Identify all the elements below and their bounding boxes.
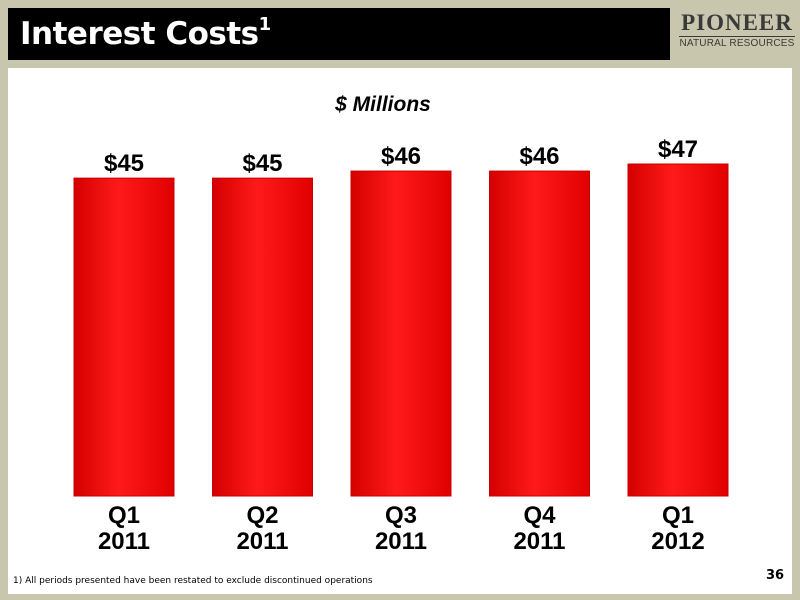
x-tick-label-year: 2011: [98, 528, 150, 555]
title-footnote-marker: 1: [258, 14, 272, 35]
logo-subtitle: NATURAL RESOURCES: [678, 36, 796, 49]
x-tick-label-year: 2011: [513, 528, 565, 555]
slide-title: Interest Costs1: [20, 14, 272, 52]
x-tick-label-year: 2011: [236, 528, 288, 555]
slide-title-text: Interest Costs: [20, 16, 259, 52]
x-tick-label-quarter: Q1: [662, 502, 694, 529]
bar: [73, 177, 175, 497]
bar-value-label: $45: [104, 150, 144, 177]
x-tick-label-quarter: Q2: [246, 502, 278, 529]
bar-value-label: $47: [658, 136, 698, 163]
bar-value-label: $46: [381, 143, 421, 170]
bar-value-label: $45: [242, 150, 282, 177]
chart-panel: $ Millions $45 Q1 2011 $45 Q2 2011 $46 Q3 2011 $46…: [8, 68, 792, 594]
logo-wordmark: PIONEER: [681, 10, 793, 35]
chart-subtitle: $ Millions: [334, 93, 431, 116]
x-tick-label-year: 2011: [375, 528, 427, 555]
pioneer-logo: PIONEER NATURAL RESOURCES: [678, 10, 796, 60]
page-number: 36: [766, 568, 785, 583]
footnote: 1) All periods presented have been resta…: [13, 576, 373, 586]
x-tick-label-quarter: Q4: [523, 502, 556, 529]
bar-value-label: $46: [519, 143, 559, 170]
interest-costs-chart: $ Millions$45Q12011$45Q22011$46Q32011$46…: [73, 93, 729, 555]
x-tick-label-quarter: Q1: [108, 502, 140, 529]
title-bar: Interest Costs1: [8, 8, 670, 60]
logo-subtitle-text: NATURAL RESOURCES: [679, 36, 795, 49]
bar: [489, 170, 590, 497]
bar: [627, 163, 729, 497]
bar: [212, 177, 313, 497]
x-tick-label-year: 2012: [651, 528, 704, 555]
bar: [350, 170, 452, 497]
x-tick-label-quarter: Q3: [385, 502, 417, 529]
